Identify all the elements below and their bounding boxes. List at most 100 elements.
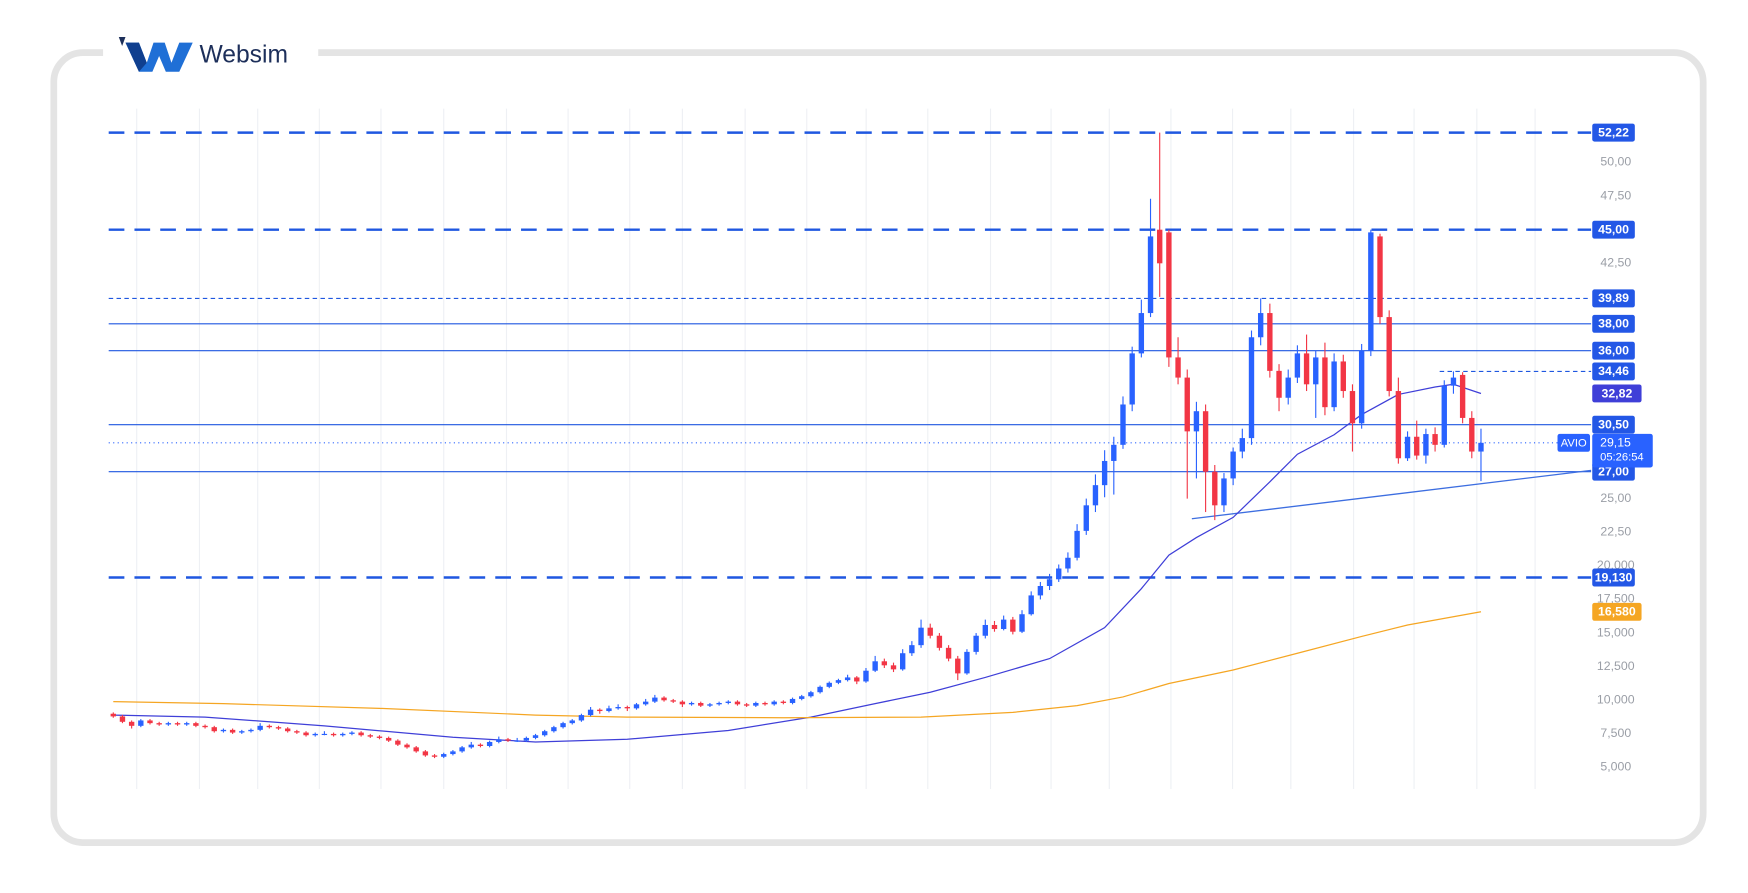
- candle-body: [826, 682, 832, 687]
- candle-body: [597, 709, 603, 712]
- candle-body: [569, 720, 575, 724]
- y-tick-label: 42,50: [1600, 256, 1631, 270]
- candle-body: [358, 732, 364, 736]
- candle-body: [624, 707, 631, 709]
- candle-body: [532, 735, 539, 738]
- candle-body: [441, 754, 447, 757]
- y-tick-label: 12,500: [1597, 659, 1635, 673]
- candle-body: [789, 698, 796, 703]
- candle-body: [688, 702, 695, 705]
- candle-body: [578, 715, 585, 721]
- candle-body: [1432, 434, 1438, 445]
- level-label-box: [1592, 568, 1635, 587]
- candle-body: [1478, 442, 1484, 452]
- candle-body: [606, 708, 612, 712]
- candle-body: [431, 755, 438, 757]
- candle-body: [991, 624, 998, 630]
- candle-body: [1157, 229, 1163, 264]
- candle-body: [698, 702, 704, 706]
- candle-body: [349, 732, 355, 734]
- candle-body: [551, 727, 557, 732]
- candle-body: [1120, 404, 1126, 445]
- y-tick-label: 7,500: [1600, 726, 1631, 740]
- candle-body: [1202, 411, 1209, 472]
- candle-body: [725, 701, 731, 703]
- candle-body: [1368, 232, 1374, 351]
- candle-body: [486, 741, 493, 746]
- candle-body: [1083, 505, 1089, 531]
- candle-body: [248, 729, 254, 732]
- candle-body: [890, 665, 897, 670]
- candle-body: [202, 725, 208, 728]
- candle-body: [257, 725, 263, 730]
- candle-body: [165, 723, 172, 725]
- candle-body: [817, 686, 823, 693]
- ma-label-box: [1592, 602, 1642, 621]
- candle-body: [404, 744, 410, 748]
- level-label-box: [1592, 415, 1635, 434]
- ma-label-box: [1592, 384, 1642, 403]
- candle-body: [927, 627, 933, 636]
- logo-mark: [125, 42, 147, 72]
- candle-body: [1377, 236, 1383, 318]
- candle-body: [138, 720, 144, 726]
- last-price-box: [1592, 433, 1653, 468]
- candle-body: [1230, 451, 1236, 479]
- candle-body: [945, 647, 952, 659]
- candle-body: [1395, 391, 1402, 459]
- candle-body: [1129, 353, 1135, 405]
- candle-body: [872, 661, 878, 671]
- candle-body: [1322, 357, 1328, 408]
- candle-body: [220, 729, 227, 732]
- candle-body: [1037, 585, 1044, 596]
- candle-body: [716, 702, 722, 705]
- candle-body: [1074, 530, 1080, 558]
- candle-body: [1257, 313, 1264, 338]
- y-tick-label: 10,000: [1597, 693, 1635, 707]
- candle-body: [909, 645, 915, 654]
- candle-body: [542, 731, 548, 736]
- candle-body: [422, 751, 429, 756]
- candle-body: [496, 739, 502, 742]
- candle-body: [1450, 377, 1457, 386]
- candle-body: [1414, 436, 1420, 456]
- candle-body: [661, 697, 667, 701]
- candle-body: [679, 701, 686, 705]
- candle-body: [1267, 313, 1273, 371]
- candle-body: [1046, 579, 1053, 586]
- candle-body: [652, 697, 658, 702]
- candle-body: [1010, 619, 1016, 632]
- candle-body: [918, 627, 924, 646]
- candle-body: [560, 723, 566, 728]
- candle-body: [734, 701, 741, 705]
- candle-body: [1092, 485, 1099, 506]
- y-tick-label: 22,50: [1600, 524, 1631, 538]
- candle-body: [514, 740, 520, 742]
- candle-body: [881, 661, 888, 666]
- candle-body: [835, 680, 842, 683]
- candle-body: [1313, 357, 1319, 385]
- candle-body: [459, 747, 465, 752]
- candle-body: [321, 733, 328, 736]
- candle-body: [1221, 478, 1227, 506]
- level-label: 38,00: [1598, 317, 1629, 331]
- candle-body: [128, 721, 135, 726]
- candle-body: [771, 701, 777, 705]
- y-tick-label: 5,000: [1600, 760, 1631, 774]
- candle-body: [1303, 353, 1310, 385]
- candle-body: [936, 635, 943, 648]
- candle-body: [266, 725, 273, 728]
- candle-body: [275, 727, 282, 729]
- candle-body: [211, 727, 217, 732]
- level-label: 34,46: [1598, 364, 1629, 378]
- candle-body: [615, 707, 621, 709]
- y-tick-label: 25,00: [1600, 491, 1631, 505]
- candle-body: [1358, 350, 1365, 424]
- level-label: 45,00: [1598, 223, 1629, 237]
- candle-body: [284, 728, 291, 732]
- candle-body: [780, 701, 787, 703]
- level-label: 39,89: [1598, 291, 1629, 305]
- candle-body: [1065, 557, 1071, 569]
- candle-body: [633, 704, 640, 709]
- candle-body: [294, 731, 300, 733]
